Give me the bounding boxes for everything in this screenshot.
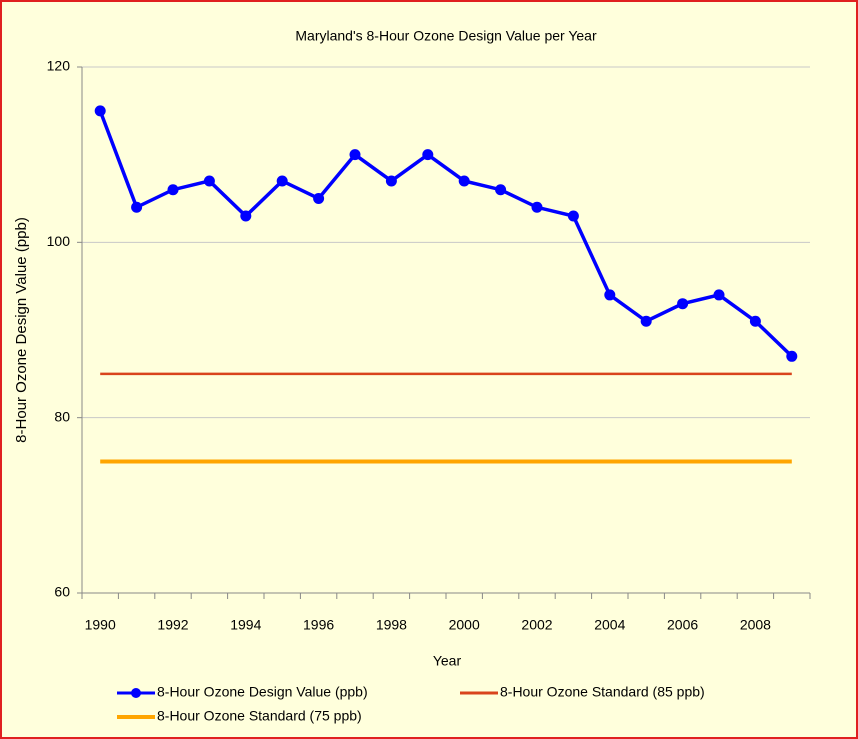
data-point xyxy=(604,289,616,301)
series-line xyxy=(98,110,794,358)
legend-label: 8-Hour Ozone Design Value (ppb) xyxy=(157,684,368,700)
x-tick-label: 1994 xyxy=(230,617,261,633)
x-tick-label: 1996 xyxy=(303,617,334,633)
data-point xyxy=(567,210,579,222)
chart-title: Maryland's 8-Hour Ozone Design Value per… xyxy=(295,28,597,44)
data-point xyxy=(531,201,543,213)
x-tick-label: 2008 xyxy=(740,617,771,633)
data-point xyxy=(131,201,143,213)
data-point xyxy=(677,298,689,310)
data-point xyxy=(203,175,215,187)
x-tick-label: 2000 xyxy=(449,617,480,633)
x-axis-title: Year xyxy=(433,653,462,669)
data-point xyxy=(313,193,325,204)
data-point xyxy=(713,289,725,301)
legend-marker xyxy=(131,688,141,698)
legend-label: 8-Hour Ozone Standard (85 ppb) xyxy=(500,684,705,700)
data-point xyxy=(495,184,507,196)
data-point xyxy=(786,350,798,362)
y-tick-label: 100 xyxy=(47,233,71,249)
legend-label: 8-Hour Ozone Standard (75 ppb) xyxy=(157,708,362,724)
data-point xyxy=(276,175,288,187)
y-tick-label: 80 xyxy=(54,408,70,424)
data-point xyxy=(349,149,361,161)
x-tick-label: 1990 xyxy=(85,617,116,633)
data-point xyxy=(94,105,106,117)
x-tick-label: 2002 xyxy=(521,617,552,633)
data-point xyxy=(422,149,434,161)
data-point xyxy=(458,175,470,187)
data-point xyxy=(167,184,179,196)
x-tick-label: 2006 xyxy=(667,617,698,633)
x-tick-label: 1998 xyxy=(376,617,407,633)
data-point xyxy=(240,210,252,222)
data-point xyxy=(640,315,652,327)
y-tick-label: 120 xyxy=(47,58,71,74)
data-point xyxy=(749,315,761,327)
data-point xyxy=(385,175,397,187)
x-tick-label: 2004 xyxy=(594,617,625,633)
y-tick-label: 60 xyxy=(54,584,70,600)
y-axis-title: 8-Hour Ozone Design Value (ppb) xyxy=(13,217,30,443)
x-tick-label: 1992 xyxy=(157,617,188,633)
